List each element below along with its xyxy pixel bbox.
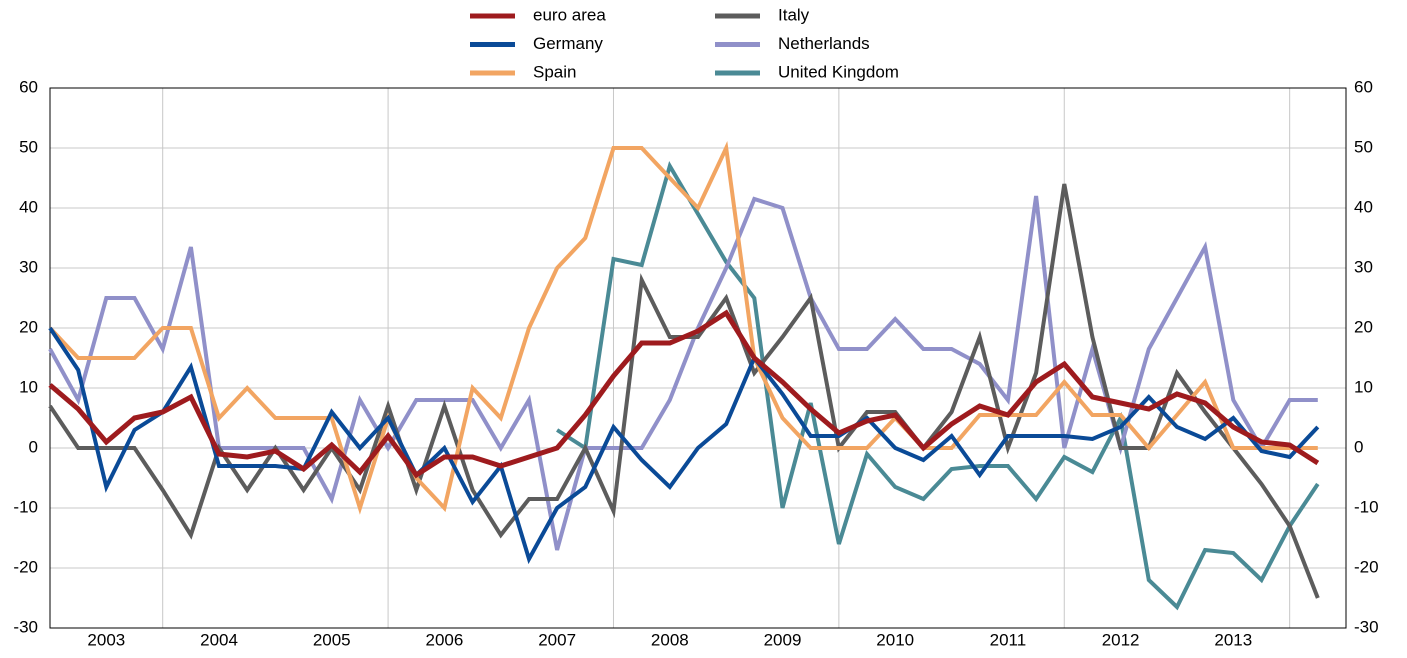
y-tick-label: -10: [13, 497, 38, 516]
legend-label: Italy: [778, 5, 810, 24]
y2-tick-label: 20: [1354, 317, 1373, 336]
y-tick-label: 20: [19, 317, 38, 336]
x-tick-label: 2004: [200, 630, 238, 649]
legend-label: euro area: [533, 5, 606, 24]
y-tick-label: 30: [19, 257, 38, 276]
y2-tick-label: 0: [1354, 437, 1363, 456]
legend-label: Netherlands: [778, 34, 870, 53]
series-line: [48, 195, 1318, 551]
x-tick-label: 2012: [1102, 630, 1140, 649]
x-tick-label: 2011: [990, 630, 1027, 649]
legend-label: United Kingdom: [778, 62, 899, 81]
y-tick-label: 10: [19, 377, 38, 396]
y-tick-label: -30: [13, 617, 38, 636]
series-line: [48, 326, 1320, 565]
y-tick-label: 40: [19, 197, 38, 216]
x-tick-label: 2013: [1214, 630, 1252, 649]
x-tick-label: 2003: [87, 630, 125, 649]
series-line: [556, 160, 1320, 611]
legend-label: Spain: [533, 62, 576, 81]
x-tick-label: 2010: [876, 630, 914, 649]
y-tick-label: 50: [19, 137, 38, 156]
x-tick-label: 2006: [426, 630, 464, 649]
y-tick-label: -20: [13, 557, 38, 576]
x-tick-label: 2007: [538, 630, 576, 649]
y2-tick-label: 60: [1354, 77, 1373, 96]
series-line: [48, 309, 1320, 479]
x-tick-label: 2008: [651, 630, 689, 649]
x-tick-label: 2005: [313, 630, 351, 649]
plot-frame: [49, 87, 1347, 629]
series-line: [48, 140, 1318, 515]
legend-label: Germany: [533, 34, 603, 53]
y2-tick-label: -10: [1354, 497, 1379, 516]
y-tick-label: 0: [29, 437, 38, 456]
series-line: [48, 183, 1320, 599]
y2-tick-label: -20: [1354, 557, 1379, 576]
y2-tick-label: -30: [1354, 617, 1379, 636]
y2-tick-label: 10: [1354, 377, 1373, 396]
y2-tick-label: 50: [1354, 137, 1373, 156]
y2-tick-label: 40: [1354, 197, 1373, 216]
y-tick-label: 60: [19, 77, 38, 96]
x-tick-label: 2009: [764, 630, 802, 649]
y2-tick-label: 30: [1354, 257, 1373, 276]
